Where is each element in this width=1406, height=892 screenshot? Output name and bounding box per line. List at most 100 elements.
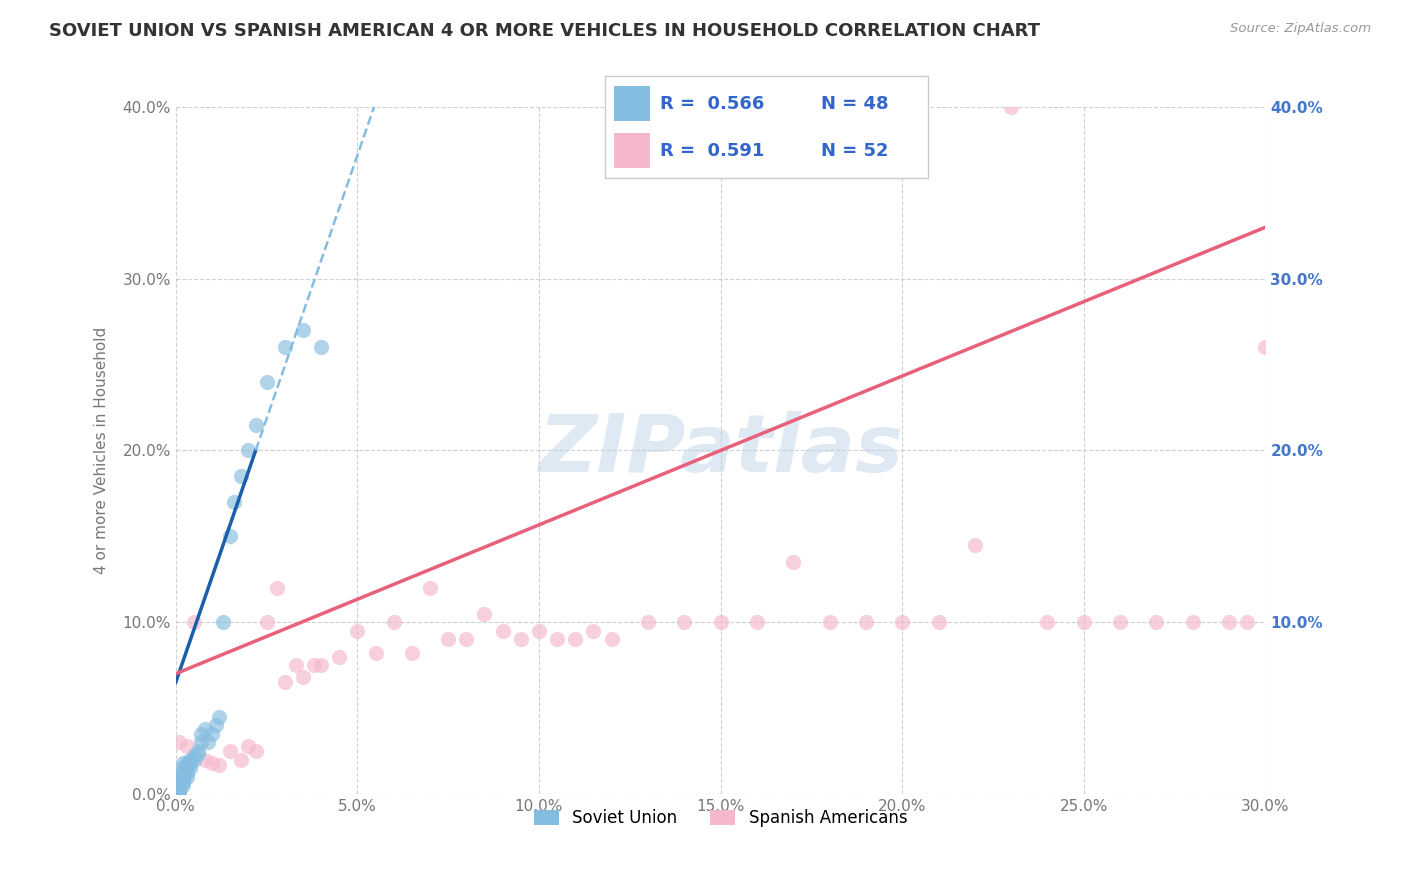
Point — [673, 615, 696, 630]
Point — [492, 624, 515, 638]
Point — [176, 761, 198, 775]
Point — [208, 757, 231, 772]
Point — [194, 722, 217, 736]
Point — [222, 495, 245, 509]
Bar — [614, 133, 650, 168]
Point — [284, 658, 307, 673]
Point — [194, 753, 217, 767]
Point — [169, 787, 191, 801]
Point — [238, 443, 260, 458]
Text: Source: ZipAtlas.com: Source: ZipAtlas.com — [1230, 22, 1371, 36]
Bar — [614, 87, 650, 121]
Point — [637, 615, 659, 630]
Point — [212, 615, 235, 630]
Point — [201, 756, 224, 770]
Point — [219, 529, 242, 543]
Point — [172, 775, 194, 789]
Text: R =  0.566: R = 0.566 — [659, 95, 763, 112]
Point — [176, 766, 198, 780]
Point — [176, 739, 198, 753]
Point — [169, 781, 191, 796]
Point — [172, 766, 194, 780]
Point — [1218, 615, 1240, 630]
Point — [190, 735, 212, 749]
Point — [183, 615, 205, 630]
Y-axis label: 4 or more Vehicles in Household: 4 or more Vehicles in Household — [94, 326, 108, 574]
Point — [169, 775, 191, 789]
Point — [169, 773, 191, 788]
Point — [201, 727, 224, 741]
Point — [219, 744, 242, 758]
Point — [456, 632, 478, 647]
Point — [169, 772, 191, 786]
Point — [291, 323, 314, 337]
Point — [176, 770, 198, 784]
Point — [891, 615, 914, 630]
Point — [186, 744, 209, 758]
Text: ZIPatlas: ZIPatlas — [538, 411, 903, 490]
Point — [172, 778, 194, 792]
Point — [928, 615, 950, 630]
Point — [169, 780, 191, 794]
Point — [179, 753, 201, 767]
Point — [169, 776, 191, 790]
Point — [309, 340, 332, 354]
Point — [1146, 615, 1168, 630]
Point — [564, 632, 586, 647]
Point — [169, 778, 191, 792]
Point — [1109, 615, 1132, 630]
Point — [256, 375, 278, 389]
Point — [474, 607, 496, 621]
Point — [169, 778, 191, 792]
Point — [527, 624, 550, 638]
Point — [745, 615, 768, 630]
Point — [401, 646, 423, 660]
Point — [238, 739, 260, 753]
Point — [176, 756, 198, 770]
Point — [256, 615, 278, 630]
Legend: Soviet Union, Spanish Americans: Soviet Union, Spanish Americans — [527, 802, 914, 834]
Point — [291, 670, 314, 684]
Point — [509, 632, 531, 647]
Point — [274, 340, 297, 354]
Point — [172, 773, 194, 788]
Point — [179, 756, 201, 770]
Point — [274, 675, 297, 690]
Point — [600, 632, 623, 647]
Point — [186, 747, 209, 762]
Text: SOVIET UNION VS SPANISH AMERICAN 4 OR MORE VEHICLES IN HOUSEHOLD CORRELATION CHA: SOVIET UNION VS SPANISH AMERICAN 4 OR MO… — [49, 22, 1040, 40]
Point — [963, 538, 986, 552]
Point — [266, 581, 288, 595]
Point — [437, 632, 460, 647]
Point — [328, 649, 350, 664]
Point — [1000, 100, 1022, 114]
Point — [309, 658, 332, 673]
Point — [818, 615, 841, 630]
Point — [382, 615, 405, 630]
Point — [197, 735, 219, 749]
Point — [1236, 615, 1258, 630]
Point — [208, 709, 231, 723]
Point — [1073, 615, 1095, 630]
Point — [302, 658, 325, 673]
Point — [172, 756, 194, 770]
Point — [346, 624, 368, 638]
Point — [183, 753, 205, 767]
Point — [546, 632, 568, 647]
Point — [1181, 615, 1204, 630]
Point — [245, 417, 267, 432]
Point — [782, 555, 804, 569]
Point — [419, 581, 441, 595]
Point — [855, 615, 877, 630]
Text: N = 52: N = 52 — [821, 142, 889, 160]
Point — [1254, 340, 1277, 354]
Point — [710, 615, 733, 630]
Point — [231, 469, 253, 483]
Point — [169, 781, 191, 796]
Point — [204, 718, 226, 732]
Point — [172, 770, 194, 784]
Point — [169, 783, 191, 797]
Point — [172, 764, 194, 779]
Point — [179, 761, 201, 775]
Point — [169, 735, 191, 749]
